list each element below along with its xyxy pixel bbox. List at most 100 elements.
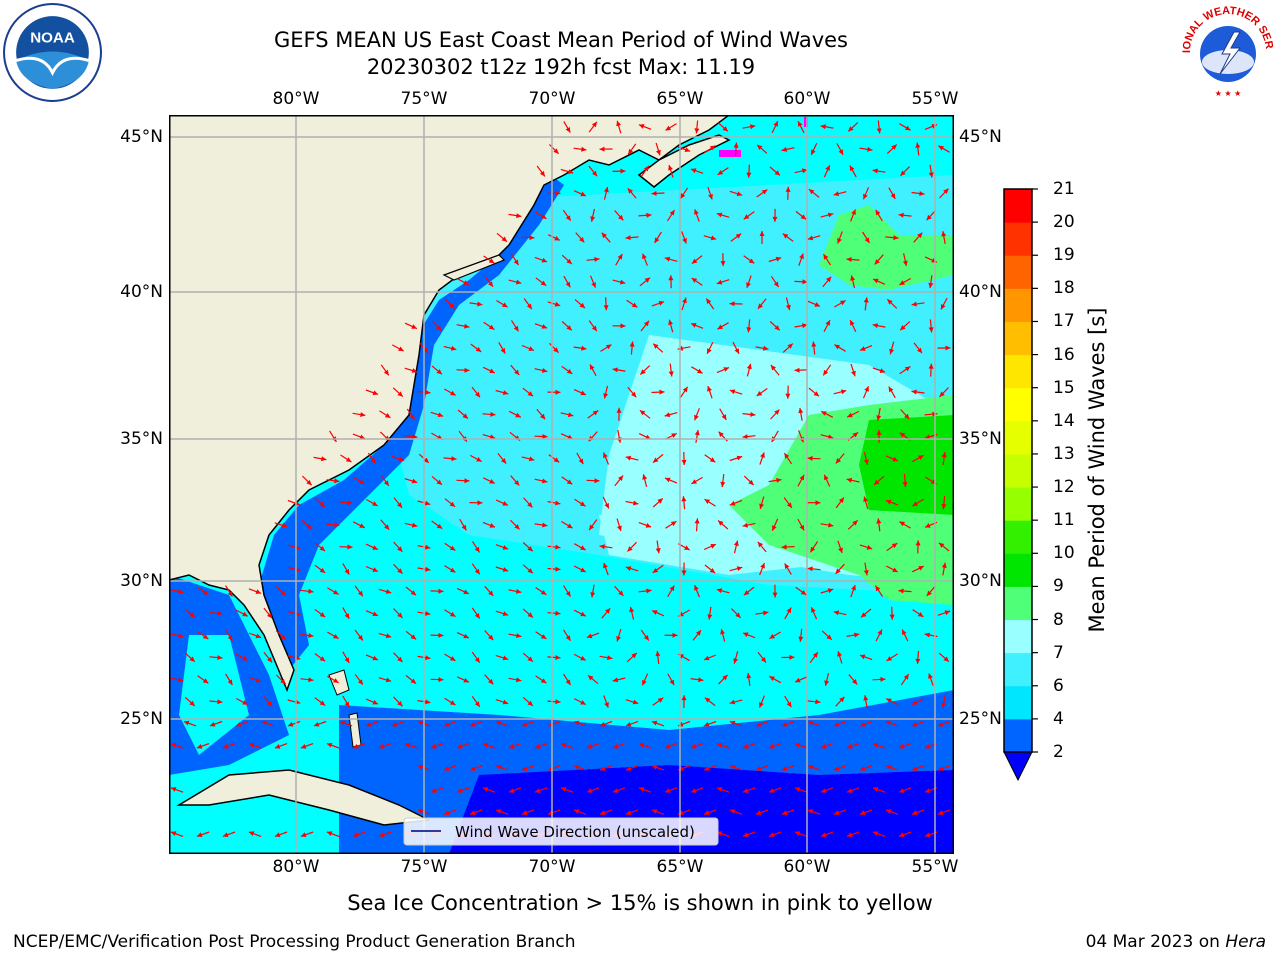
wind-wave-arrow	[393, 652, 403, 663]
wind-wave-arrow	[471, 563, 481, 575]
wind-wave-arrow	[849, 319, 857, 332]
lon-tick-bottom: 80°W	[272, 857, 320, 877]
wind-wave-arrow	[352, 412, 366, 417]
wind-wave-arrow	[495, 654, 509, 661]
wind-wave-arrow	[612, 367, 626, 373]
wind-wave-arrow	[522, 696, 534, 707]
wind-wave-arrow	[912, 454, 924, 463]
wind-wave-arrow	[393, 497, 403, 509]
wind-wave-arrow	[863, 297, 869, 311]
wind-wave-arrow	[757, 298, 767, 310]
wind-wave-arrow	[848, 674, 858, 685]
wind-wave-arrow	[912, 498, 924, 507]
wind-wave-arrow	[768, 787, 782, 793]
wind-wave-arrow	[626, 541, 638, 552]
wind-wave-arrow	[562, 629, 572, 642]
wind-wave-arrow	[694, 209, 700, 222]
wind-wave-arrow	[575, 232, 585, 243]
wind-wave-arrow	[430, 632, 444, 638]
wind-wave-arrow	[547, 610, 561, 616]
wind-wave-arrow	[655, 650, 661, 664]
wind-wave-arrow	[496, 232, 508, 243]
wind-wave-arrow	[808, 188, 820, 198]
wind-wave-arrow	[236, 653, 248, 662]
wind-wave-arrow	[847, 122, 859, 132]
wind-wave-arrow	[521, 809, 535, 815]
wind-wave-arrow	[941, 230, 947, 245]
wind-wave-arrow	[859, 654, 873, 661]
wind-wave-arrow	[573, 565, 587, 573]
wind-wave-arrow	[823, 474, 831, 487]
wind-wave-arrow	[365, 654, 379, 661]
wind-wave-arrow	[314, 653, 326, 662]
wind-wave-arrow	[378, 588, 392, 594]
wind-wave-arrow	[797, 120, 805, 134]
wind-wave-arrow	[627, 187, 637, 199]
wind-wave-arrow	[625, 809, 639, 815]
colorbar-tick-label: 21	[1053, 179, 1075, 199]
wind-wave-arrow	[940, 297, 948, 310]
wind-wave-arrow	[587, 674, 599, 685]
wind-wave-arrow	[768, 743, 782, 749]
wind-wave-arrow	[612, 279, 626, 285]
wind-wave-arrow	[705, 298, 715, 310]
wind-wave-arrow	[248, 742, 262, 749]
wind-wave-arrow	[717, 122, 729, 132]
wind-wave-arrow	[391, 720, 405, 727]
wind-wave-arrow	[859, 146, 873, 152]
wind-wave-arrow	[937, 345, 951, 351]
wind-wave-arrow	[508, 787, 522, 793]
wind-wave-arrow	[443, 345, 457, 351]
wind-wave-arrow	[170, 677, 184, 683]
wind-wave-arrow	[742, 787, 756, 793]
lon-tick-top: 80°W	[272, 89, 320, 109]
wind-wave-arrow	[811, 341, 817, 355]
wind-wave-arrow	[846, 831, 860, 838]
wind-wave-arrow	[495, 389, 509, 395]
wind-wave-arrow	[781, 809, 795, 815]
wind-wave-arrow	[900, 409, 910, 420]
wind-wave-arrow	[444, 388, 456, 396]
wind-wave-arrow	[716, 742, 730, 749]
wind-wave-arrow	[456, 632, 470, 639]
wind-wave-arrow	[508, 213, 522, 219]
wind-wave-arrow	[576, 452, 584, 465]
wind-wave-arrow	[847, 519, 859, 530]
colorbar-tick-label: 16	[1053, 344, 1075, 365]
wind-wave-arrow	[807, 300, 821, 307]
wind-wave-arrow	[785, 297, 791, 311]
colorbar-band	[1004, 387, 1032, 422]
wind-wave-arrow	[694, 429, 700, 443]
wind-wave-arrow	[729, 765, 743, 771]
wind-wave-arrow	[625, 235, 639, 241]
wind-wave-arrow	[876, 407, 882, 421]
wind-wave-arrow	[603, 562, 609, 576]
wind-wave-arrow	[327, 631, 339, 640]
wind-wave-arrow	[717, 322, 729, 330]
wind-wave-arrow	[941, 496, 947, 510]
wind-wave-arrow	[899, 366, 911, 375]
wind-wave-arrow	[366, 498, 378, 507]
wind-wave-arrow	[679, 187, 689, 200]
wind-wave-arrow	[626, 299, 638, 308]
wind-wave-arrow	[898, 743, 912, 749]
wind-wave-arrow	[263, 696, 273, 708]
wind-wave-arrow	[469, 809, 483, 815]
wind-wave-arrow	[862, 385, 870, 399]
wind-wave-arrow	[300, 677, 314, 683]
wind-wave-arrow	[888, 187, 896, 200]
wind-wave-arrow	[562, 209, 572, 222]
wind-wave-arrow	[691, 277, 703, 286]
wind-wave-arrow	[639, 409, 651, 419]
nws-logo: NATIONAL WEATHER SERVICE ★ ★ ★	[1178, 2, 1276, 100]
wind-wave-arrow	[456, 743, 470, 749]
colorbar-band	[1004, 553, 1032, 587]
wind-wave-arrow	[746, 363, 752, 377]
wind-wave-arrow	[770, 275, 780, 288]
wind-wave-arrow	[756, 144, 768, 154]
wind-wave-arrow	[444, 498, 456, 508]
wind-wave-arrow	[640, 629, 650, 641]
wind-wave-arrow	[732, 341, 740, 355]
wind-wave-arrow	[314, 497, 326, 508]
wind-wave-arrow	[471, 607, 481, 619]
